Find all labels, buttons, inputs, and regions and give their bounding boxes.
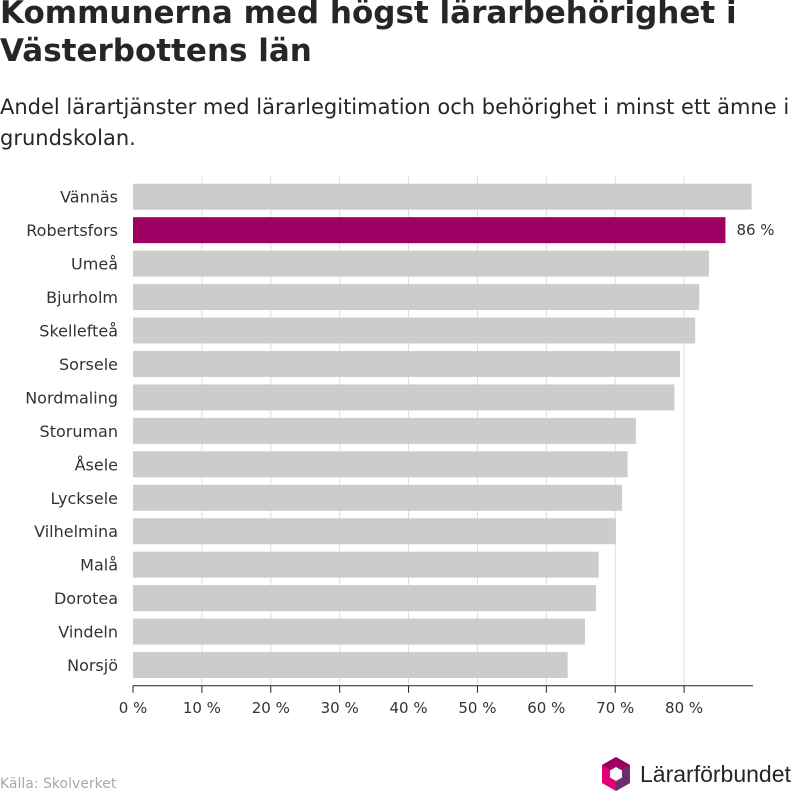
bar — [133, 585, 596, 612]
bar — [133, 183, 752, 210]
category-label: Robertsfors — [26, 221, 118, 240]
data-label: 86 % — [736, 221, 774, 239]
bar — [133, 484, 623, 511]
x-tick-label: 50 % — [458, 699, 496, 717]
x-tick-label: 20 % — [252, 699, 290, 717]
x-tick-label: 80 % — [665, 699, 703, 717]
bar — [133, 518, 616, 545]
category-label: Malå — [80, 556, 118, 575]
brand-name: Lärarförbundet — [640, 760, 791, 787]
category-label: Vindeln — [58, 623, 118, 642]
bar — [133, 350, 680, 377]
x-tick-label: 0 % — [119, 699, 148, 717]
category-label: Sorsele — [59, 355, 118, 374]
bar — [133, 250, 709, 277]
x-tick-label: 10 % — [183, 699, 221, 717]
bar — [133, 652, 568, 679]
bar — [133, 618, 585, 645]
chart-title: Kommunerna med högst lärarbehörighet i V… — [0, 0, 737, 69]
category-label: Storuman — [40, 422, 118, 441]
x-tick-label: 30 % — [321, 699, 359, 717]
category-label: Åsele — [75, 455, 118, 474]
bar — [133, 451, 628, 478]
bar — [133, 217, 726, 244]
category-label: Dorotea — [54, 589, 118, 608]
category-label: Bjurholm — [46, 288, 118, 307]
category-label: Vännäs — [60, 188, 118, 207]
category-label: Lycksele — [51, 489, 118, 508]
x-tick-label: 70 % — [596, 699, 634, 717]
category-label: Skellefteå — [39, 322, 118, 341]
category-label: Norsjö — [67, 656, 118, 675]
x-tick-label: 40 % — [390, 699, 428, 717]
bar — [133, 384, 675, 411]
category-label: Umeå — [71, 255, 118, 274]
category-label: Nordmaling — [25, 388, 118, 407]
brand-logo: Lärarförbundet — [600, 756, 791, 792]
hexagon-logo-icon — [602, 757, 630, 791]
source-note: Källa: Skolverket — [0, 776, 117, 792]
bar — [133, 551, 599, 578]
chart-subtitle: Andel lärartjänster med lärarlegitimatio… — [0, 95, 790, 150]
bar — [133, 317, 696, 344]
bar-chart: Vännäs Robertsfors Umeå Bjurholm Skellefteå S… — [25, 176, 775, 717]
bar — [133, 284, 700, 311]
category-label: Vilhelmina — [34, 522, 118, 541]
bar — [133, 417, 636, 444]
x-tick-label: 60 % — [527, 699, 565, 717]
